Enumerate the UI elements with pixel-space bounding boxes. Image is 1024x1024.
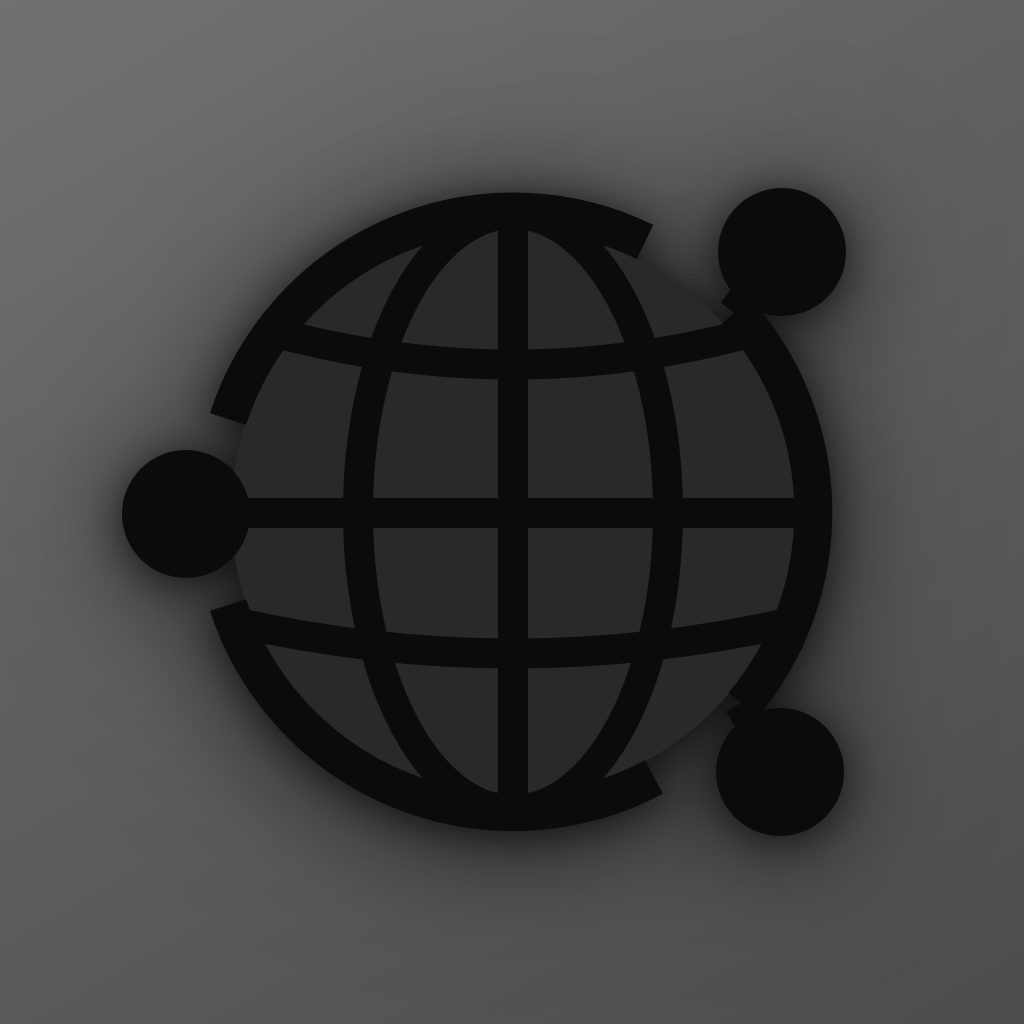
globe-latitude-upper [269, 317, 757, 380]
globe-latitude-lower [230, 607, 796, 669]
globe-network-glyph [122, 188, 846, 836]
network-node-left [122, 450, 250, 578]
globe-ring-arc-top [209, 192, 654, 425]
globe-ring-arc-right [721, 298, 833, 718]
network-node-bottom-right [716, 708, 844, 836]
network-node-top-right [718, 188, 846, 316]
globe-ring-arc-bottom-left [209, 599, 663, 832]
